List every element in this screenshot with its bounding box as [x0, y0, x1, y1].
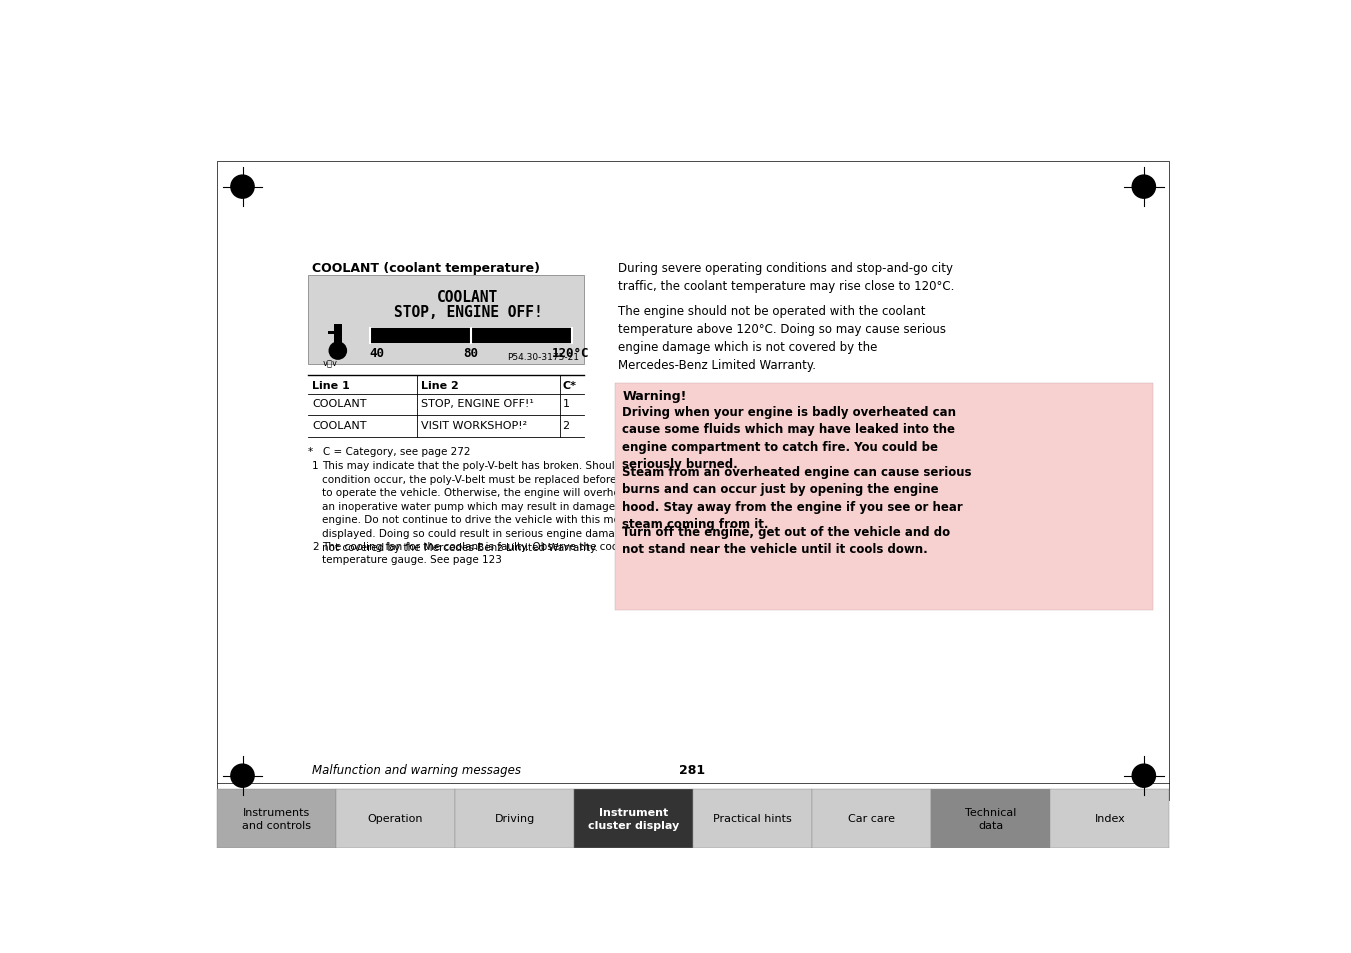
Text: The cooling fan for the coolant is faulty. Observe the coolant
temperature gauge: The cooling fan for the coolant is fault…	[323, 541, 639, 565]
Text: Steam from an overheated engine can cause serious
burns and can occur just by op: Steam from an overheated engine can caus…	[623, 465, 971, 531]
Circle shape	[231, 764, 254, 787]
Text: COOLANT: COOLANT	[312, 420, 366, 431]
Text: Driving when your engine is badly overheated can
cause some fluids which may hav: Driving when your engine is badly overhe…	[623, 405, 957, 471]
Text: The engine should not be operated with the coolant
temperature above 120°C. Doin: The engine should not be operated with t…	[619, 305, 946, 372]
Bar	[693, 789, 812, 848]
Text: Driving: Driving	[494, 814, 535, 823]
Text: STOP, ENGINE OFF!¹: STOP, ENGINE OFF!¹	[420, 399, 534, 409]
Text: P54.30-3175-21: P54.30-3175-21	[508, 353, 580, 362]
Circle shape	[240, 774, 245, 778]
Text: 80: 80	[463, 347, 478, 359]
Circle shape	[328, 342, 347, 360]
Bar	[812, 789, 931, 848]
Bar	[336, 789, 455, 848]
Text: Turn off the engine, get out of the vehicle and do
not stand near the vehicle un: Turn off the engine, get out of the vehi…	[623, 525, 950, 556]
Text: 1: 1	[562, 399, 570, 409]
Bar	[1050, 789, 1170, 848]
Text: VISIT WORKSHOP!²: VISIT WORKSHOP!²	[420, 420, 527, 431]
Text: 40: 40	[369, 347, 384, 359]
Bar	[334, 324, 342, 352]
Text: 1: 1	[312, 460, 319, 471]
Circle shape	[1142, 774, 1146, 778]
Text: 2: 2	[562, 420, 570, 431]
Bar	[615, 383, 1154, 611]
Text: *   C = Category, see page 272: * C = Category, see page 272	[308, 447, 471, 456]
Text: Malfunction and warning messages: Malfunction and warning messages	[312, 763, 521, 776]
Text: Instrument
cluster display: Instrument cluster display	[588, 807, 680, 830]
Bar	[455, 789, 574, 848]
Text: 120°C: 120°C	[551, 347, 589, 359]
Text: Car care: Car care	[848, 814, 896, 823]
Text: This may indicate that the poly-V-belt has broken. Should this
condition occur, : This may indicate that the poly-V-belt h…	[323, 460, 676, 552]
Bar	[574, 789, 693, 848]
Circle shape	[1132, 764, 1155, 787]
Text: C*: C*	[562, 380, 577, 391]
Text: 2: 2	[312, 541, 319, 551]
Text: 281: 281	[680, 763, 705, 776]
Bar	[370, 328, 571, 344]
Bar	[328, 332, 334, 335]
Circle shape	[240, 186, 245, 190]
Bar	[218, 789, 336, 848]
Text: Operation: Operation	[367, 814, 423, 823]
Text: STOP, ENGINE OFF!: STOP, ENGINE OFF!	[393, 305, 542, 320]
Bar	[931, 789, 1050, 848]
Text: Practical hints: Practical hints	[713, 814, 792, 823]
Text: v⚷v: v⚷v	[323, 359, 338, 368]
Text: COOLANT (coolant temperature): COOLANT (coolant temperature)	[312, 262, 540, 275]
Text: During severe operating conditions and stop-and-go city
traffic, the coolant tem: During severe operating conditions and s…	[619, 262, 955, 293]
Bar	[218, 162, 1169, 801]
Text: Instruments
and controls: Instruments and controls	[242, 807, 311, 830]
Bar	[308, 275, 584, 364]
Circle shape	[1132, 176, 1155, 199]
Circle shape	[1142, 186, 1146, 190]
Text: Warning!: Warning!	[623, 390, 686, 403]
Circle shape	[231, 176, 254, 199]
Text: COOLANT: COOLANT	[312, 399, 366, 409]
Text: COOLANT: COOLANT	[438, 290, 499, 305]
Text: Index: Index	[1094, 814, 1125, 823]
Text: Line 2: Line 2	[420, 380, 458, 391]
Text: Line 1: Line 1	[312, 380, 350, 391]
Text: Technical
data: Technical data	[965, 807, 1016, 830]
